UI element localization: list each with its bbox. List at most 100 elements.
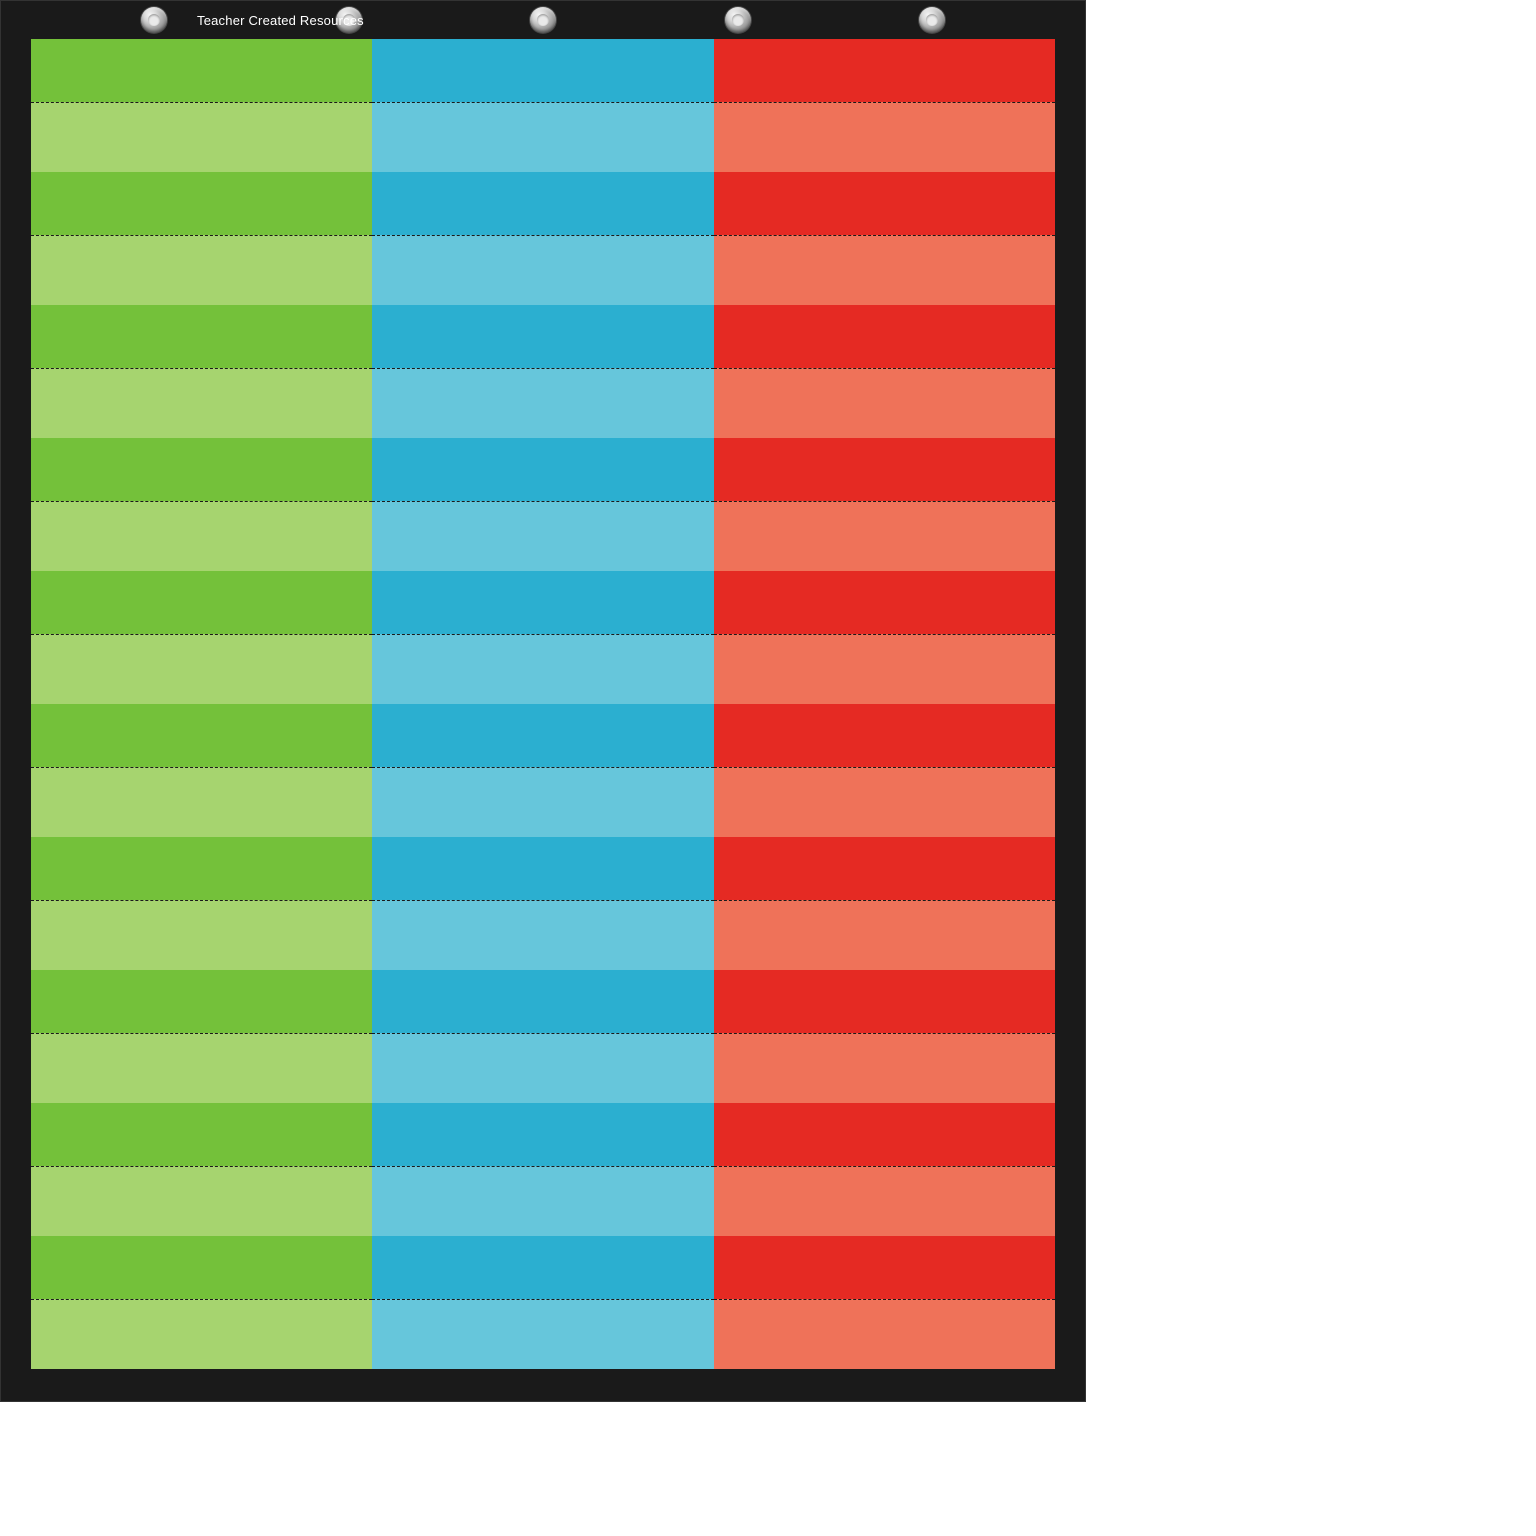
- pocket-back: [372, 39, 713, 102]
- pocket-front: [714, 1033, 1055, 1103]
- pocket-front: [372, 634, 713, 704]
- pocket-back: [31, 172, 372, 235]
- pocket-front: [31, 767, 372, 837]
- pocket-front: [372, 767, 713, 837]
- pocket-front: [714, 368, 1055, 438]
- pocket-row: [31, 305, 372, 438]
- grommet-icon: [530, 7, 556, 33]
- pocket-front: [714, 1166, 1055, 1236]
- pocket-column: [714, 39, 1055, 1369]
- pocket-row: [372, 39, 713, 172]
- pocket-row: [714, 1103, 1055, 1236]
- pocket-front: [372, 1299, 713, 1369]
- brand-label: Teacher Created Resources: [197, 13, 364, 28]
- pocket-back: [714, 704, 1055, 767]
- pocket-front: [31, 1033, 372, 1103]
- pocket-front: [31, 501, 372, 571]
- pocket-front: [372, 235, 713, 305]
- pocket-back: [714, 438, 1055, 501]
- pocket-front: [372, 1033, 713, 1103]
- pocket-row: [714, 970, 1055, 1103]
- pocket-front: [31, 235, 372, 305]
- grommet-icon: [141, 7, 167, 33]
- pocket-row: [31, 970, 372, 1103]
- pocket-row: [372, 1103, 713, 1236]
- pocket-row: [372, 837, 713, 970]
- pocket-back: [714, 1103, 1055, 1166]
- pocket-front: [372, 1166, 713, 1236]
- pocket-row: [31, 837, 372, 970]
- pocket-row: [714, 704, 1055, 837]
- pocket-row: [714, 1236, 1055, 1369]
- pocket-front: [714, 767, 1055, 837]
- pocket-chart-frame: Teacher Created Resources: [0, 0, 1086, 1402]
- grommet-icon: [725, 7, 751, 33]
- pocket-back: [372, 1236, 713, 1299]
- pocket-row: [31, 172, 372, 305]
- grommet-row: [1, 1, 1085, 39]
- pocket-row: [372, 571, 713, 704]
- pocket-front: [31, 368, 372, 438]
- pocket-front: [372, 102, 713, 172]
- pocket-back: [372, 970, 713, 1033]
- pocket-back: [714, 1236, 1055, 1299]
- pocket-back: [372, 438, 713, 501]
- pocket-front: [714, 900, 1055, 970]
- pocket-row: [714, 438, 1055, 571]
- pocket-back: [31, 305, 372, 368]
- pocket-row: [714, 39, 1055, 172]
- pocket-front: [714, 1299, 1055, 1369]
- pocket-front: [31, 102, 372, 172]
- pocket-back: [714, 39, 1055, 102]
- pocket-row: [372, 305, 713, 438]
- pocket-row: [714, 172, 1055, 305]
- pocket-back: [714, 305, 1055, 368]
- pocket-chart-columns: [31, 39, 1055, 1369]
- pocket-back: [714, 571, 1055, 634]
- pocket-row: [372, 172, 713, 305]
- pocket-row: [31, 39, 372, 172]
- pocket-back: [31, 571, 372, 634]
- pocket-back: [372, 305, 713, 368]
- pocket-back: [31, 837, 372, 900]
- grommet-icon: [919, 7, 945, 33]
- pocket-front: [31, 634, 372, 704]
- pocket-back: [31, 704, 372, 767]
- pocket-front: [372, 900, 713, 970]
- pocket-back: [31, 1103, 372, 1166]
- pocket-row: [372, 970, 713, 1103]
- pocket-back: [372, 837, 713, 900]
- pocket-row: [714, 305, 1055, 438]
- pocket-column: [31, 39, 372, 1369]
- pocket-front: [714, 634, 1055, 704]
- pocket-back: [714, 172, 1055, 235]
- pocket-front: [372, 501, 713, 571]
- pocket-back: [372, 571, 713, 634]
- pocket-row: [31, 438, 372, 571]
- pocket-back: [372, 704, 713, 767]
- pocket-back: [372, 1103, 713, 1166]
- pocket-row: [31, 704, 372, 837]
- pocket-back: [714, 970, 1055, 1033]
- pocket-row: [31, 571, 372, 704]
- pocket-front: [31, 900, 372, 970]
- pocket-row: [714, 571, 1055, 704]
- pocket-front: [372, 368, 713, 438]
- pocket-front: [714, 102, 1055, 172]
- pocket-back: [31, 438, 372, 501]
- pocket-back: [31, 970, 372, 1033]
- pocket-back: [372, 172, 713, 235]
- pocket-row: [372, 438, 713, 571]
- pocket-front: [31, 1166, 372, 1236]
- pocket-row: [714, 837, 1055, 970]
- pocket-row: [31, 1236, 372, 1369]
- pocket-back: [31, 39, 372, 102]
- pocket-front: [714, 501, 1055, 571]
- pocket-row: [372, 1236, 713, 1369]
- pocket-column: [372, 39, 713, 1369]
- pocket-row: [372, 704, 713, 837]
- pocket-front: [714, 235, 1055, 305]
- pocket-row: [31, 1103, 372, 1236]
- pocket-back: [31, 1236, 372, 1299]
- pocket-front: [31, 1299, 372, 1369]
